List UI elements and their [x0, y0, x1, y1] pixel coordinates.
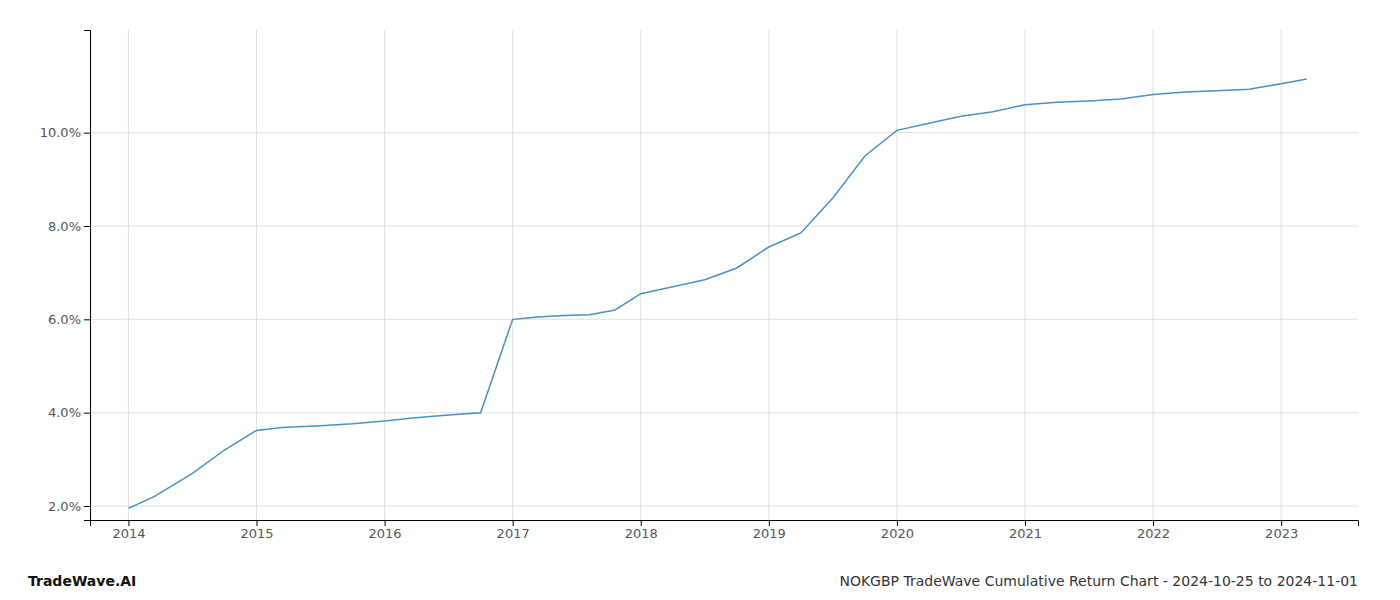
x-tick-label: 2023 — [1265, 526, 1298, 541]
y-tick-mark — [84, 226, 90, 227]
y-tick-mark — [84, 133, 90, 134]
x-tick-mark — [513, 520, 514, 526]
x-tick-mark — [257, 520, 258, 526]
chart-svg: 2014 2015 2016 2017 2018 2019 2020 2021 2022 2023… — [0, 0, 1400, 600]
grid-line-y — [90, 226, 1358, 227]
x-tick-label: 2015 — [240, 526, 273, 541]
grid-line-x — [256, 30, 257, 520]
y-tick-label: 6.0% — [48, 312, 81, 327]
x-tick-label: 2018 — [625, 526, 658, 541]
x-tick-label: 2022 — [1137, 526, 1170, 541]
y-tick-mark — [84, 506, 90, 507]
x-tick: 2019 — [753, 520, 786, 541]
grid-line-y — [90, 319, 1358, 320]
y-tick: 4.0% — [48, 405, 90, 420]
grid-line-y — [90, 412, 1358, 413]
grid-line-x — [384, 30, 385, 520]
grid-line-x — [1153, 30, 1154, 520]
grid — [90, 30, 1358, 520]
plot-area: 2014 2015 2016 2017 2018 2019 2020 2021 2022 2023… — [40, 30, 1359, 541]
y-tick-label: 2.0% — [48, 499, 81, 514]
y-tick: 8.0% — [48, 219, 90, 234]
x-tick-label: 2017 — [497, 526, 530, 541]
y-tick-label: 4.0% — [48, 405, 81, 420]
x-tick: 2015 — [240, 520, 273, 541]
x-tick-label: 2019 — [753, 526, 786, 541]
x-axis-line — [91, 521, 1359, 527]
y-tick: 10.0% — [40, 125, 90, 140]
grid-line-x — [512, 30, 513, 520]
grid-line-x — [128, 30, 129, 520]
line — [128, 79, 1306, 508]
y-tick-label: 8.0% — [48, 219, 81, 234]
grid-line-x — [768, 30, 769, 520]
x-tick-label: 2016 — [369, 526, 402, 541]
x-tick: 2023 — [1265, 520, 1298, 541]
x-tick-label: 2020 — [881, 526, 914, 541]
x-tick-label: 2014 — [112, 526, 145, 541]
x-tick: 2017 — [497, 520, 530, 541]
footer: TradeWave.AI — [28, 573, 136, 589]
y-tick: 2.0% — [48, 499, 90, 514]
y-tick: 6.0% — [48, 312, 90, 327]
grid-line-y — [90, 506, 1358, 507]
x-axis: 2014 2015 2016 2017 2018 2019 2020 2021 2022 2023 — [91, 520, 1359, 541]
x-tick-mark — [1281, 520, 1282, 526]
x-tick-mark — [769, 520, 770, 526]
y-axis-line — [84, 31, 91, 521]
x-tick-mark — [641, 520, 642, 526]
x-tick: 2018 — [625, 520, 658, 541]
x-tick-mark — [1153, 520, 1154, 526]
y-tick-mark — [84, 413, 90, 414]
marks — [128, 79, 1306, 508]
y-tick-mark — [84, 319, 90, 320]
x-tick: 2021 — [1009, 520, 1042, 541]
grid-line-y — [90, 132, 1358, 133]
y-axis: 2.0% 4.0% 6.0% 8.0% 10.0% — [40, 31, 91, 521]
x-tick-mark — [897, 520, 898, 526]
x-tick-mark — [1025, 520, 1026, 526]
title: NOKGBP TradeWave Cumulative Return Chart… — [839, 573, 1358, 589]
x-tick-mark — [128, 520, 129, 526]
y-tick-label: 10.0% — [40, 125, 81, 140]
x-tick: 2016 — [369, 520, 402, 541]
x-tick: 2020 — [881, 520, 914, 541]
grid-line-x — [896, 30, 897, 520]
grid-line-x — [1281, 30, 1282, 520]
x-tick-label: 2021 — [1009, 526, 1042, 541]
grid-line-x — [640, 30, 641, 520]
grid-line-x — [1024, 30, 1025, 520]
x-tick: 2022 — [1137, 520, 1170, 541]
x-tick: 2014 — [112, 520, 145, 541]
x-tick-mark — [385, 520, 386, 526]
